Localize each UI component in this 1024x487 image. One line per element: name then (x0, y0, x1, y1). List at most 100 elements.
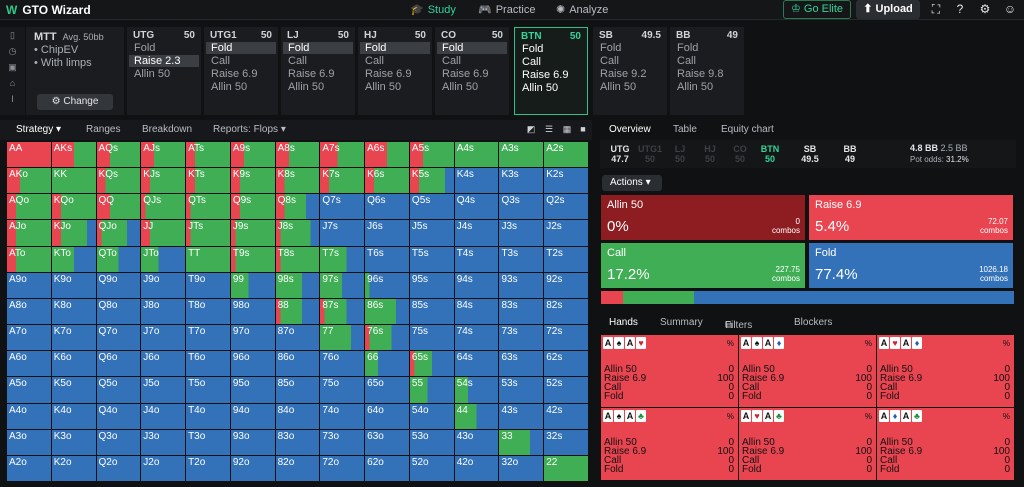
tab-strategy[interactable]: Strategy ▾ (16, 124, 61, 135)
hand-cell[interactable]: 86s (365, 298, 409, 325)
hand-cell[interactable]: 98o (230, 298, 275, 325)
hand-cell[interactable]: Q5s (409, 194, 454, 220)
hand-cell[interactable]: Q2s (544, 194, 588, 220)
hand-cell[interactable]: 73o (320, 429, 365, 455)
hand-cell[interactable]: A6s (365, 142, 409, 168)
action-option[interactable]: Fold (283, 42, 353, 54)
hand-cell[interactable]: T9s (230, 246, 275, 272)
action-card[interactable]: Fold 77.4% 1026.18 combos (809, 243, 1013, 288)
tab-hands[interactable]: Hands (609, 317, 638, 328)
hand-cell[interactable]: J7o (141, 325, 186, 351)
hand-cell[interactable]: 88 (275, 298, 320, 325)
hand-cell[interactable]: 22 (544, 455, 588, 481)
action-option[interactable]: Call (442, 55, 461, 67)
action-option[interactable]: Raise 6.9 (288, 68, 335, 80)
go-elite-button[interactable]: ♔ Go Elite (783, 0, 851, 19)
view-full-icon[interactable]: ■ (580, 124, 586, 134)
hand-combo-cell[interactable]: A ♠ A ♦% Allin 50 0 Raise 6.9 100 Call 0 Fold 0 (739, 335, 876, 407)
hand-cell[interactable]: Q9s (230, 194, 275, 220)
hand-cell[interactable]: T4o (186, 403, 230, 429)
hand-cell[interactable]: 42o (454, 455, 499, 481)
hand-cell[interactable]: K3s (499, 168, 544, 194)
hand-cell[interactable]: 44 (454, 403, 499, 429)
hand-cell[interactable]: 73s (499, 325, 544, 351)
action-option[interactable]: Fold (134, 42, 156, 54)
action-option[interactable]: Call (365, 55, 384, 67)
hand-cell[interactable]: 94o (230, 403, 275, 429)
hand-cell[interactable]: TT (186, 246, 230, 272)
action-option[interactable]: Raise 6.9 (522, 69, 569, 81)
seat-utg[interactable]: UTG 47.7 (606, 144, 634, 164)
action-option[interactable]: Raise 6.9 (442, 68, 489, 80)
hand-cell[interactable]: T5s (409, 246, 454, 272)
action-option[interactable]: Fold (360, 42, 430, 54)
hand-cell[interactable]: QTo (96, 246, 141, 272)
hand-cell[interactable]: 92s (544, 272, 588, 298)
hand-cell[interactable]: 54o (409, 403, 454, 429)
hand-cell[interactable]: AQo (7, 194, 51, 220)
hand-cell[interactable]: T2o (186, 455, 230, 481)
hand-cell[interactable]: AJo (7, 220, 51, 246)
hand-cell[interactable]: Q9o (96, 272, 141, 298)
hand-cell[interactable]: 55 (409, 377, 454, 403)
hand-cell[interactable]: A5o (7, 377, 51, 403)
action-card[interactable]: Allin 50 0% 0 combos (601, 195, 805, 240)
seat-co[interactable]: CO 50 (726, 144, 754, 164)
user-icon[interactable]: ☺ (1003, 2, 1017, 16)
hand-cell[interactable]: T7o (186, 325, 230, 351)
tab-breakdown[interactable]: Breakdown (142, 124, 193, 135)
hand-cell[interactable]: A5s (409, 142, 454, 168)
action-option[interactable]: Allin 50 (211, 81, 248, 93)
controller-icon[interactable]: ⌂ (9, 78, 16, 88)
hand-cell[interactable]: 54s (454, 377, 499, 403)
position-utg[interactable]: UTG 50 Fold Raise 2.3 Allin 50 (127, 27, 201, 115)
hand-cell[interactable]: J3o (141, 429, 186, 455)
action-option[interactable]: Raise 6.9 (365, 68, 412, 80)
action-option[interactable]: Allin 50 (522, 82, 559, 94)
hand-cell[interactable]: 84o (275, 403, 320, 429)
position-lj[interactable]: LJ 50 Fold Call Raise 6.9 Allin 50 (281, 27, 355, 115)
hand-cell[interactable]: Q8o (96, 298, 141, 325)
hand-cell[interactable]: AQs (96, 142, 141, 168)
hand-cell[interactable]: Q4s (454, 194, 499, 220)
hand-cell[interactable]: 93o (230, 429, 275, 455)
hand-cell[interactable]: 72o (320, 455, 365, 481)
position-utg1[interactable]: UTG1 50 Fold Call Raise 6.9 Allin 50 (204, 27, 278, 115)
tab-reports-flops[interactable]: Reports: Flops ▾ (213, 124, 286, 135)
seat-btn[interactable]: BTN 50 (756, 144, 784, 164)
hand-cell[interactable]: J4o (141, 403, 186, 429)
hand-cell[interactable]: K2s (544, 168, 588, 194)
hand-cell[interactable]: QJo (96, 220, 141, 246)
hand-combo-cell[interactable]: A ♠ A ♥% Allin 50 0 Raise 6.9 100 Call 0 Fold 0 (601, 335, 738, 407)
hand-cell[interactable]: T4s (454, 246, 499, 272)
hand-cell[interactable]: 74o (320, 403, 365, 429)
hand-cell[interactable]: T9o (186, 272, 230, 298)
position-hj[interactable]: HJ 50 Fold Call Raise 6.9 Allin 50 (358, 27, 432, 115)
hand-cell[interactable]: T8s (275, 246, 320, 272)
app-logo[interactable]: W GTO Wizard (6, 3, 91, 17)
change-button[interactable]: ⚙ Change (37, 94, 113, 110)
hand-combo-cell[interactable]: A ♥ A ♣% Allin 50 0 Raise 6.9 100 Call 0 Fold 0 (739, 408, 876, 480)
hand-cell[interactable]: K6o (51, 351, 96, 377)
action-option[interactable]: Allin 50 (442, 81, 479, 93)
hand-cell[interactable]: 95s (409, 272, 454, 298)
action-option[interactable]: Call (522, 56, 541, 68)
action-option[interactable]: Allin 50 (134, 68, 171, 80)
action-card[interactable]: Call 17.2% 227.75 combos (601, 243, 805, 288)
action-option[interactable]: Fold (600, 42, 622, 54)
hand-cell[interactable]: T5o (186, 377, 230, 403)
hand-cell[interactable]: 42s (544, 403, 588, 429)
hand-cell[interactable]: J6s (365, 220, 409, 246)
settings-gear-icon[interactable]: ⚙ (979, 2, 991, 16)
hand-cell[interactable]: 32s (544, 429, 588, 455)
hand-cell[interactable]: J4s (454, 220, 499, 246)
hand-cell[interactable]: A4o (7, 403, 51, 429)
hand-cell[interactable]: T8o (186, 298, 230, 325)
hand-cell[interactable]: A8o (7, 298, 51, 325)
tab-summary[interactable]: Summary (660, 317, 703, 328)
hand-cell[interactable]: 96s (365, 272, 409, 298)
hand-cell[interactable]: 87o (275, 325, 320, 351)
action-option[interactable]: Raise 9.8 (677, 68, 724, 80)
hand-cell[interactable]: 64s (454, 351, 499, 377)
hand-cell[interactable]: 83s (499, 298, 544, 325)
